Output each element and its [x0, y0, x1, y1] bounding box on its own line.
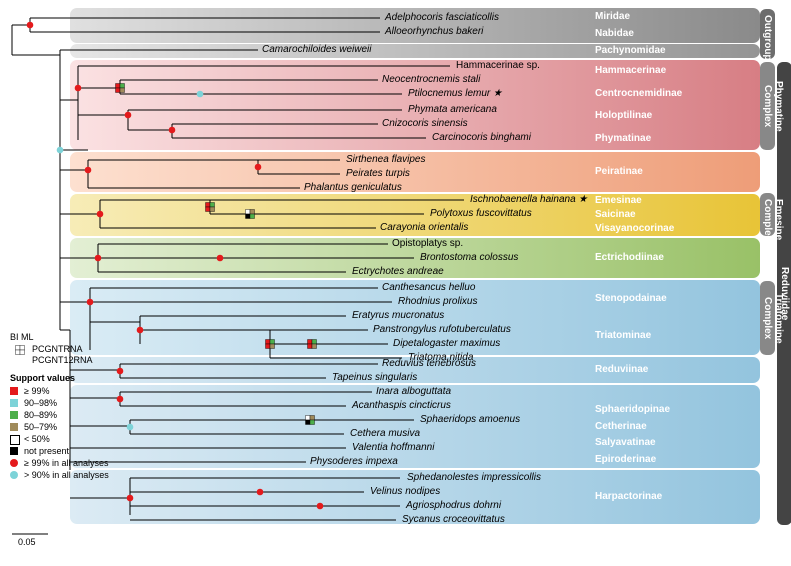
taxon-label: Sphedanolestes impressicollis	[407, 472, 541, 483]
taxon-label: Canthesancus helluo	[382, 282, 475, 293]
legend-item: ≥ 99% in all analyses	[24, 458, 109, 468]
taxon-label: Sycanus croceovittatus	[402, 514, 505, 525]
taxon-label: Tapeinus singularis	[332, 372, 417, 383]
legend-row: PCGNT12RNA	[32, 355, 93, 365]
taxon-label: Reduvius tenebrosus	[382, 358, 476, 369]
legend-item: 50–79%	[24, 422, 57, 432]
taxon-label: Hammacerinae sp.	[456, 60, 540, 71]
legend-item: > 90% in all analyses	[24, 470, 109, 480]
legend-biml: BI ML	[10, 332, 34, 342]
taxon-label: Cethera musiva	[350, 428, 420, 439]
taxon-label: Sirthenea flavipes	[346, 154, 426, 165]
vertical-label: Reduviidae	[779, 68, 790, 519]
taxon-label: Acanthaspis cincticrus	[352, 400, 451, 411]
taxon-label: Agriosphodrus dohrni	[406, 500, 501, 511]
scale-label: 0.05	[18, 537, 36, 547]
clade-label: Holoptilinae	[595, 110, 652, 121]
taxon-label: Carcinocoris binghami	[432, 132, 531, 143]
clade-label: Hammacerinae	[595, 65, 666, 76]
clade-label: Triatominae	[595, 330, 651, 341]
taxon-label: Ischnobaenella hainana ★	[470, 194, 587, 205]
legend-swatch	[10, 411, 18, 419]
legend-swatch	[10, 447, 18, 455]
legend-title: Support values	[10, 373, 75, 383]
legend-dot	[10, 471, 18, 479]
clade-label: Centrocnemidinae	[595, 88, 682, 99]
taxon-label: Opistoplatys sp.	[392, 238, 463, 249]
clade-label: Salyavatinae	[595, 437, 656, 448]
clade-label: Epiroderinae	[595, 454, 656, 465]
clade-label: Pachynomidae	[595, 45, 666, 56]
clade-label: Peiratinae	[595, 166, 643, 177]
taxon-label: Neocentrocnemis stali	[382, 74, 480, 85]
clade-label: Sphaeridopinae	[595, 404, 670, 415]
taxon-label: Inara alboguttata	[376, 386, 451, 397]
vertical-label: Outgroup	[762, 15, 773, 53]
clade-label: Nabidae	[595, 28, 634, 39]
figure: { "canvas":{"w":791,"h":566}, "scale":{"…	[0, 0, 791, 566]
taxon-label: Camarochiloides weiweii	[262, 44, 372, 55]
taxon-label: Adelphocoris fasciaticollis	[385, 12, 499, 23]
taxon-label: Eratyrus mucronatus	[352, 310, 444, 321]
clade-label: Emesinae	[595, 195, 642, 206]
taxon-label: Carayonia orientalis	[380, 222, 468, 233]
legend-swatch	[10, 387, 18, 395]
taxon-label: Physoderes impexa	[310, 456, 398, 467]
clade-label: Ectrichodiinae	[595, 252, 664, 263]
taxon-label: Sphaeridops amoenus	[420, 414, 520, 425]
taxon-label: Velinus nodipes	[370, 486, 440, 497]
taxon-label: Phalantus geniculatus	[304, 182, 402, 193]
legend-item: < 50%	[24, 434, 50, 444]
legend-swatch	[10, 423, 18, 431]
legend-row: PCGNTRNA	[32, 344, 83, 354]
taxon-label: Phymata americana	[408, 104, 497, 115]
legend-item: not present	[24, 446, 69, 456]
clade-label: Cetherinae	[595, 421, 647, 432]
taxon-label: Panstrongylus rufotuberculatus	[373, 324, 511, 335]
taxon-label: Rhodnius prolixus	[398, 296, 478, 307]
taxon-label: Dipetalogaster maximus	[393, 338, 500, 349]
taxon-label: Valentia hoffmanni	[352, 442, 434, 453]
clade-label: Visayanocorinae	[595, 223, 674, 234]
clade-label: Reduviinae	[595, 364, 648, 375]
clade-label: Saicinae	[595, 209, 636, 220]
clade-label: Miridae	[595, 11, 630, 22]
taxon-label: Peirates turpis	[346, 168, 410, 179]
legend-swatch	[10, 399, 18, 407]
legend-swatch	[10, 435, 20, 445]
legend-dot	[10, 459, 18, 467]
clade-label: Harpactorinae	[595, 491, 662, 502]
taxon-label: Polytoxus fuscovittatus	[430, 208, 532, 219]
taxon-label: Brontostoma colossus	[420, 252, 518, 263]
taxon-label: Alloeorhynchus bakeri	[385, 26, 483, 37]
legend-item: 80–89%	[24, 410, 57, 420]
legend-item: ≥ 99%	[24, 386, 49, 396]
taxon-label: Cnizocoris sinensis	[382, 118, 468, 129]
clade-label: Phymatinae	[595, 133, 651, 144]
taxon-label: Ectrychotes andreae	[352, 266, 444, 277]
clade-label: Stenopodainae	[595, 293, 667, 304]
taxon-label: Ptilocnemus lemur ★	[408, 88, 502, 99]
legend-item: 90–98%	[24, 398, 57, 408]
